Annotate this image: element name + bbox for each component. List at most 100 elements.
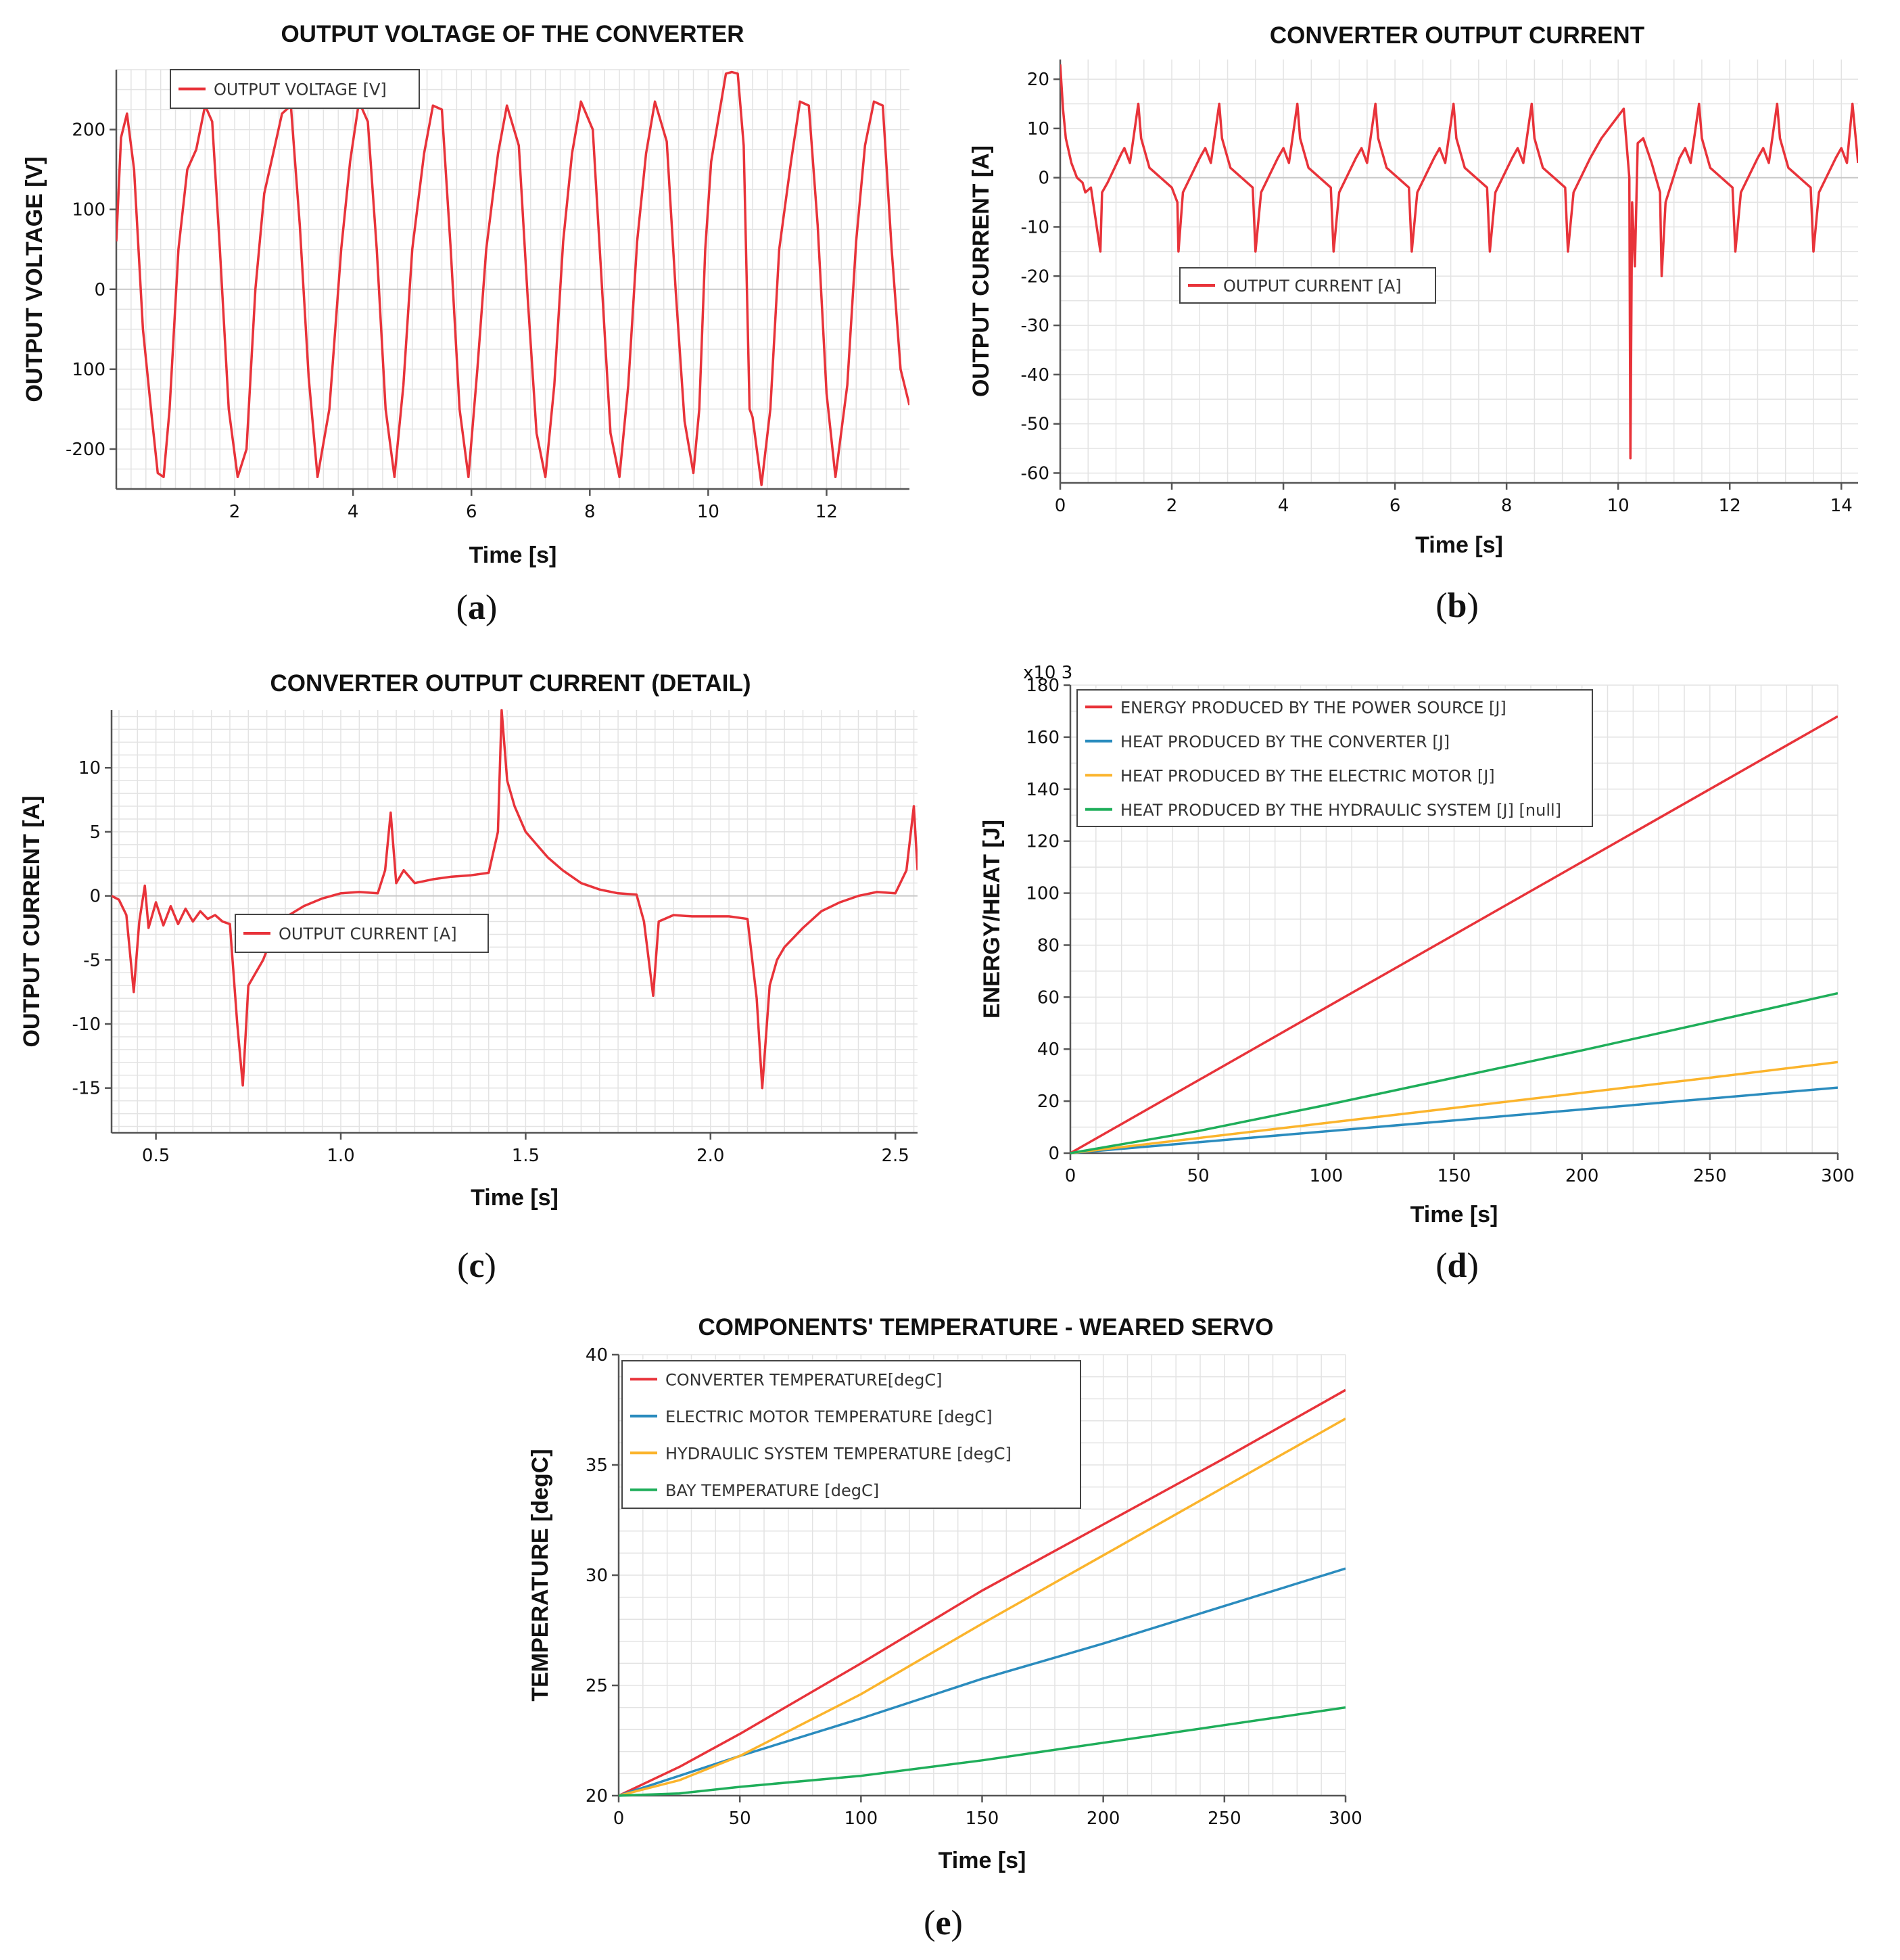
legend-box bbox=[1179, 267, 1436, 304]
x-tick-label: 100 bbox=[1310, 1166, 1344, 1186]
y-tick-label: -40 bbox=[1021, 365, 1049, 386]
series-line-2 bbox=[1070, 1086, 1838, 1154]
gridlines bbox=[112, 710, 918, 1133]
y-tick-label: 25 bbox=[586, 1676, 608, 1696]
legend: OUTPUT CURRENT [A] bbox=[235, 914, 489, 953]
y-tick-label: 200 bbox=[72, 120, 105, 141]
panel-caption: (b) bbox=[1435, 586, 1479, 625]
legend-box bbox=[170, 69, 420, 109]
chart-panel-e: 0 50 100 150 200 250 300 20 25 30 35 40 CONVERTER TE… bbox=[527, 1314, 1362, 1942]
chart-title: CONVERTER OUTPUT CURRENT bbox=[1270, 22, 1644, 49]
series-line-2 bbox=[619, 1567, 1346, 1797]
y-tick-label: 35 bbox=[586, 1455, 608, 1476]
panel-caption: (d) bbox=[1435, 1246, 1479, 1285]
y-tick-label: 80 bbox=[1037, 935, 1060, 956]
y-tick-label: -60 bbox=[1021, 463, 1049, 484]
chart-title: CONVERTER OUTPUT CURRENT (DETAIL) bbox=[270, 670, 751, 697]
y-tick-label: 60 bbox=[1037, 987, 1060, 1008]
y-tick-label: -10 bbox=[1021, 217, 1049, 237]
x-tick-label: 150 bbox=[966, 1809, 999, 1829]
caption-letter: e bbox=[935, 1904, 951, 1942]
y-tick-label: 5 bbox=[89, 822, 101, 843]
x-axis-label: Time [s] bbox=[1415, 532, 1503, 558]
legend-box bbox=[1076, 689, 1593, 827]
series-line-1 bbox=[1070, 715, 1838, 1154]
x-tick-label: 6 bbox=[1390, 496, 1401, 516]
y-axis-label: ENERGY/HEAT [J] bbox=[979, 820, 1005, 1019]
x-tick-label: 200 bbox=[1087, 1809, 1120, 1829]
legend-label: ENERGY PRODUCED BY THE POWER SOURCE [J] bbox=[1120, 698, 1506, 717]
y-tick-label: 100 bbox=[1026, 884, 1060, 904]
series-line-1 bbox=[1060, 64, 1858, 460]
legend: OUTPUT VOLTAGE [V] bbox=[170, 69, 420, 109]
legend-label: HEAT PRODUCED BY THE ELECTRIC MOTOR [J] bbox=[1120, 766, 1495, 785]
y-tick-label: 40 bbox=[1037, 1040, 1060, 1060]
x-tick-label: 1.5 bbox=[512, 1146, 540, 1166]
x-tick-label: 4 bbox=[1278, 496, 1289, 516]
y-tick-label: 140 bbox=[1026, 780, 1060, 800]
y-tick-label: 10 bbox=[78, 758, 101, 778]
caption-close-paren: ) bbox=[485, 588, 497, 627]
x-tick-label: 2.0 bbox=[696, 1146, 724, 1166]
caption-close-paren: ) bbox=[1467, 586, 1478, 625]
legend-label: HYDRAULIC SYSTEM TEMPERATURE [degC] bbox=[665, 1444, 1012, 1463]
x-tick-label: 0.5 bbox=[142, 1146, 170, 1166]
y-axis-label: TEMPERATURE [degC] bbox=[527, 1449, 553, 1701]
chart-panel-d: 0 50 100 150 200 250 300 0 20 40 60 80 100 120 140 160 1… bbox=[979, 663, 1855, 1285]
y-tick-label: 20 bbox=[1037, 1092, 1060, 1112]
x-tick-label: 12 bbox=[1719, 496, 1741, 516]
x-axis-label: Time [s] bbox=[471, 1185, 559, 1211]
legend-box bbox=[621, 1360, 1081, 1509]
x-tick-label: 250 bbox=[1208, 1809, 1241, 1829]
y-tick-label: 20 bbox=[1027, 70, 1049, 90]
plot-area bbox=[116, 70, 909, 489]
x-tick-label: 2 bbox=[1166, 496, 1178, 516]
caption-open-paren: ( bbox=[1435, 586, 1447, 625]
legend-label: OUTPUT VOLTAGE [V] bbox=[214, 80, 387, 99]
x-tick-label: 8 bbox=[1501, 496, 1513, 516]
gridlines bbox=[116, 69, 909, 490]
chart-panel-b: 0 2 4 6 8 10 12 14 -60 -50 -40 -30 -20 -10 0 10 20 OUTPUT… bbox=[968, 22, 1858, 625]
x-tick-label: 10 bbox=[697, 502, 719, 522]
legend-label: ELECTRIC MOTOR TEMPERATURE [degC] bbox=[665, 1407, 993, 1426]
legend-label: OUTPUT CURRENT [A] bbox=[1223, 277, 1402, 296]
series-line-4 bbox=[619, 1706, 1346, 1797]
x-axis-label: Time [s] bbox=[1410, 1202, 1498, 1228]
y-tick-label: 0 bbox=[94, 280, 105, 300]
x-tick-label: 2 bbox=[229, 502, 241, 522]
caption-letter: d bbox=[1448, 1246, 1467, 1285]
x-tick-label: 150 bbox=[1438, 1166, 1471, 1186]
y-tick-label: 100 bbox=[72, 200, 105, 220]
x-tick-label: 4 bbox=[348, 502, 359, 522]
legend-box bbox=[235, 914, 489, 953]
x-tick-label: 14 bbox=[1830, 496, 1853, 516]
y-axis-label: OUTPUT CURRENT [A] bbox=[968, 145, 994, 397]
x-tick-label: 0 bbox=[1055, 496, 1066, 516]
x-tick-label: 300 bbox=[1329, 1809, 1362, 1829]
caption-open-paren: ( bbox=[924, 1904, 935, 1942]
x-axis-label: Time [s] bbox=[939, 1848, 1026, 1873]
panel-caption: (a) bbox=[456, 588, 498, 627]
y-tick-label: 160 bbox=[1026, 728, 1060, 748]
x-tick-label: 0 bbox=[1065, 1166, 1076, 1186]
y-tick-label: -50 bbox=[1021, 415, 1049, 435]
x-tick-label: 2.5 bbox=[882, 1146, 909, 1166]
y-tick-label: 100 bbox=[72, 360, 105, 380]
series-line-4 bbox=[1070, 991, 1838, 1154]
x-tick-label: 12 bbox=[815, 502, 838, 522]
y-tick-label: 20 bbox=[586, 1786, 608, 1806]
legend-label: HEAT PRODUCED BY THE CONVERTER [J] bbox=[1120, 732, 1450, 751]
y-tick-label: 0 bbox=[1038, 168, 1049, 189]
y-tick-label: 0 bbox=[89, 887, 101, 907]
legend: CONVERTER TEMPERATURE[degC] ELECTRIC MOTO… bbox=[621, 1360, 1081, 1509]
caption-letter: b bbox=[1448, 586, 1467, 625]
y-tick-label: -5 bbox=[83, 950, 101, 971]
series-line-3 bbox=[1070, 1060, 1838, 1154]
y-tick-label: 0 bbox=[1048, 1144, 1060, 1164]
y-tick-label: 30 bbox=[586, 1566, 608, 1586]
legend: OUTPUT CURRENT [A] bbox=[1179, 267, 1436, 304]
y-tick-label: -20 bbox=[1021, 266, 1049, 287]
chart-panel-c: 0.5 1.0 1.5 2.0 2.5 -15 -10 -5 0 5 10 OUTPUT CURREN… bbox=[19, 670, 918, 1285]
panel-caption: (c) bbox=[457, 1246, 496, 1285]
